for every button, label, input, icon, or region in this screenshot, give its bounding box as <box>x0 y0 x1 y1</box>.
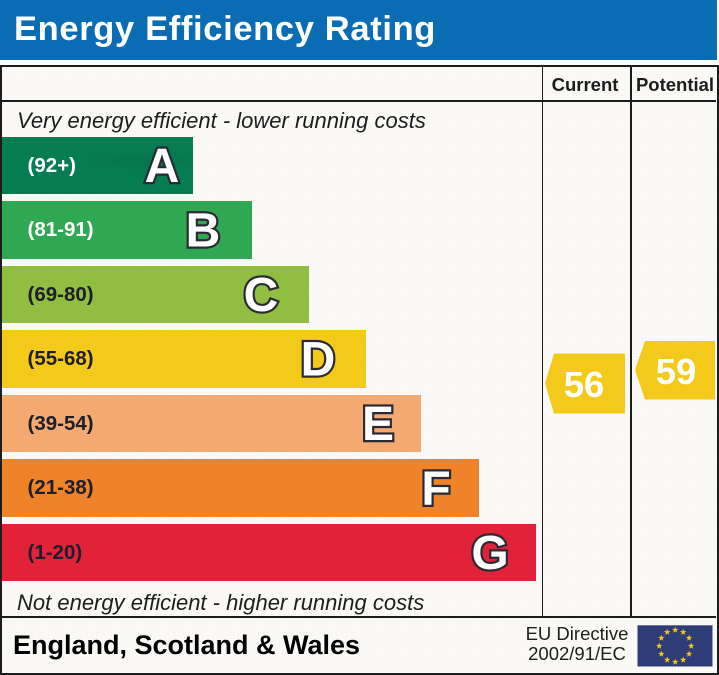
svg-text:F: F <box>421 462 450 515</box>
svg-text:G: G <box>471 527 508 580</box>
svg-text:E: E <box>362 398 394 451</box>
svg-text:D: D <box>301 333 336 386</box>
svg-text:C: C <box>244 269 279 322</box>
svg-text:A: A <box>145 140 180 193</box>
svg-text:B: B <box>186 204 221 257</box>
svg-text:59: 59 <box>656 351 697 392</box>
svg-text:56: 56 <box>564 364 605 405</box>
